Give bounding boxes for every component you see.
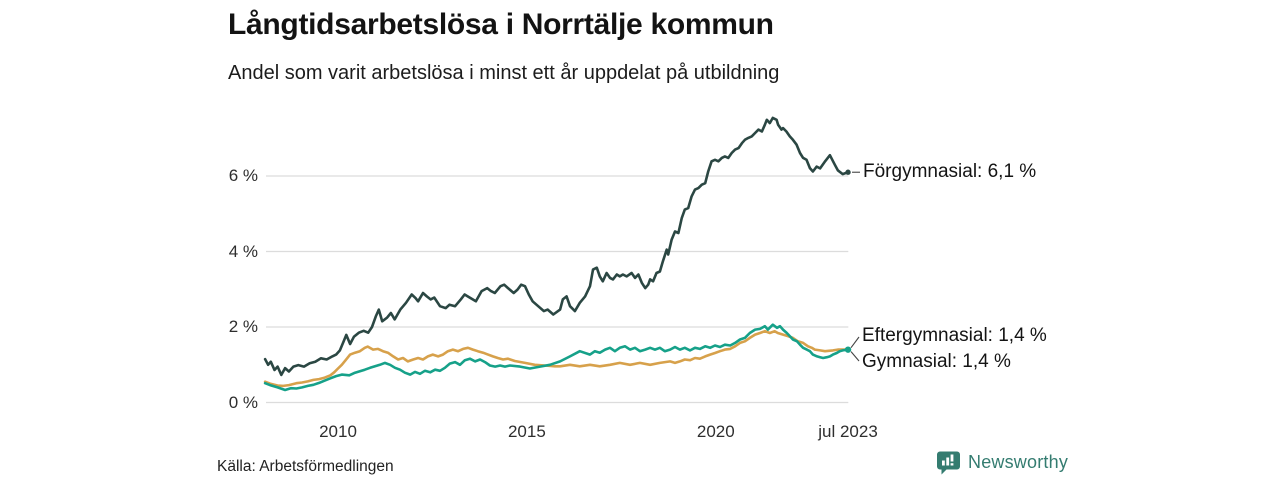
y-axis-tick-label: 6 % bbox=[228, 166, 258, 185]
source-note: Källa: Arbetsförmedlingen bbox=[217, 458, 394, 475]
series-line-förgymnasial bbox=[263, 116, 850, 377]
brand-name: Newsworthy bbox=[968, 452, 1069, 472]
label-connector-gymnasial bbox=[850, 351, 860, 362]
x-axis-tick-label: 2015 bbox=[507, 422, 546, 441]
y-axis-tick-label: 4 % bbox=[228, 241, 258, 261]
series-end-dot-eftergymnasial bbox=[844, 346, 852, 353]
series-line-eftergymnasial bbox=[263, 323, 850, 392]
series-label-gymnasial: Gymnasial: 1,4 % bbox=[862, 351, 1011, 372]
page-subtitle: Andel som varit arbetslösa i minst ett å… bbox=[228, 62, 780, 84]
page-title: Långtidsarbetslösa i Norrtälje kommun bbox=[228, 8, 774, 41]
label-connector-eftergymnasial bbox=[850, 336, 860, 348]
series-line-gymnasial bbox=[263, 329, 850, 388]
series-label-forgymnasial: Förgymnasial: 6,1 % bbox=[863, 161, 1037, 182]
y-axis-tick-label: 0 % bbox=[228, 392, 258, 412]
x-axis-tick-label: 2020 bbox=[696, 422, 735, 441]
series-end-dot-förgymnasial bbox=[845, 169, 851, 175]
y-axis-tick-label: 2 % bbox=[228, 317, 258, 336]
newsworthy-logo-icon bbox=[937, 451, 960, 475]
brand-logo: Newsworthy bbox=[936, 450, 1068, 475]
x-axis-tick-label: jul 2023 bbox=[818, 422, 878, 441]
series-label-eftergymnasial: Eftergymnasial: 1,4 % bbox=[862, 325, 1047, 346]
x-axis-tick-label: 2010 bbox=[319, 422, 357, 441]
